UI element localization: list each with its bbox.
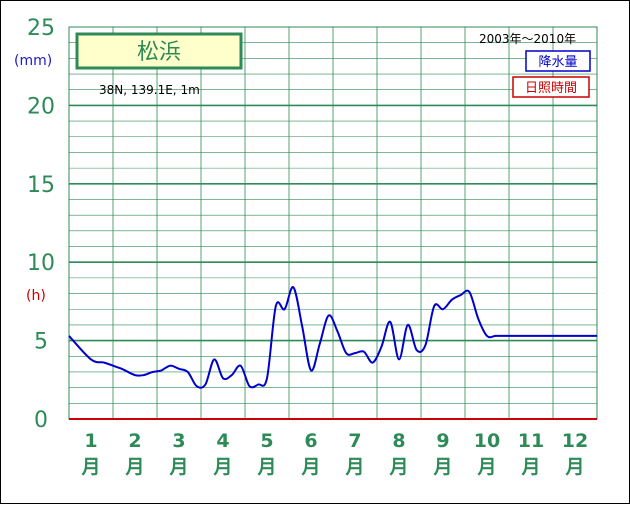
legend-sunshine: 日照時間 [512, 76, 590, 98]
month-number-label: 11 [518, 430, 544, 452]
month-labels: 1 月 2 月 3 月 4 月 5 月 6 月 7 月 8 月 9 月 10 月 11 月 12 月 [80, 430, 588, 478]
month-suffix-label: 月 [168, 456, 188, 478]
legend-precipitation: 降水量 [525, 50, 591, 72]
month-number-label: 5 [260, 430, 273, 452]
month-number-label: 9 [436, 430, 449, 452]
y-tick-label: 5 [34, 330, 48, 355]
y-tick-labels: 0 5 10 15 20 25 [27, 16, 55, 433]
month-number-label: 8 [392, 430, 405, 452]
station-box: 松浜 [75, 32, 243, 70]
unit-mm-label: (mm) [14, 53, 52, 69]
legend-sunshine-label: 日照時間 [525, 81, 577, 96]
station-name: 松浜 [137, 40, 181, 65]
month-number-label: 4 [216, 430, 229, 452]
month-suffix-label: 月 [476, 456, 496, 478]
unit-h-label: (h) [26, 288, 46, 304]
month-number-label: 1 [84, 430, 97, 452]
month-number-label: 10 [474, 430, 500, 452]
month-suffix-label: 月 [432, 456, 452, 478]
month-number-label: 7 [348, 430, 361, 452]
period-label: 2003年〜2010年 [479, 32, 576, 46]
station-coordinates: 38N, 139.1E, 1m [99, 83, 200, 97]
month-suffix-label: 月 [124, 456, 144, 478]
month-number-label: 12 [562, 430, 588, 452]
month-suffix-label: 月 [388, 456, 408, 478]
month-suffix-label: 月 [256, 456, 276, 478]
legend-precipitation-label: 降水量 [538, 55, 577, 70]
month-number-label: 6 [304, 430, 317, 452]
month-suffix-label: 月 [300, 456, 320, 478]
month-suffix-label: 月 [520, 456, 540, 478]
month-suffix-label: 月 [212, 456, 232, 478]
month-suffix-label: 月 [564, 456, 584, 478]
series-group [68, 286, 597, 389]
month-number-label: 3 [172, 430, 185, 452]
y-tick-label: 25 [27, 16, 55, 41]
month-number-label: 2 [128, 430, 141, 452]
series-line [68, 286, 597, 389]
month-suffix-label: 月 [344, 456, 364, 478]
grid [69, 27, 597, 419]
month-suffix-label: 月 [80, 456, 100, 478]
y-tick-label: 10 [27, 251, 55, 276]
y-tick-label: 0 [34, 408, 48, 433]
y-tick-label: 15 [27, 173, 55, 198]
y-tick-label: 20 [27, 94, 55, 119]
